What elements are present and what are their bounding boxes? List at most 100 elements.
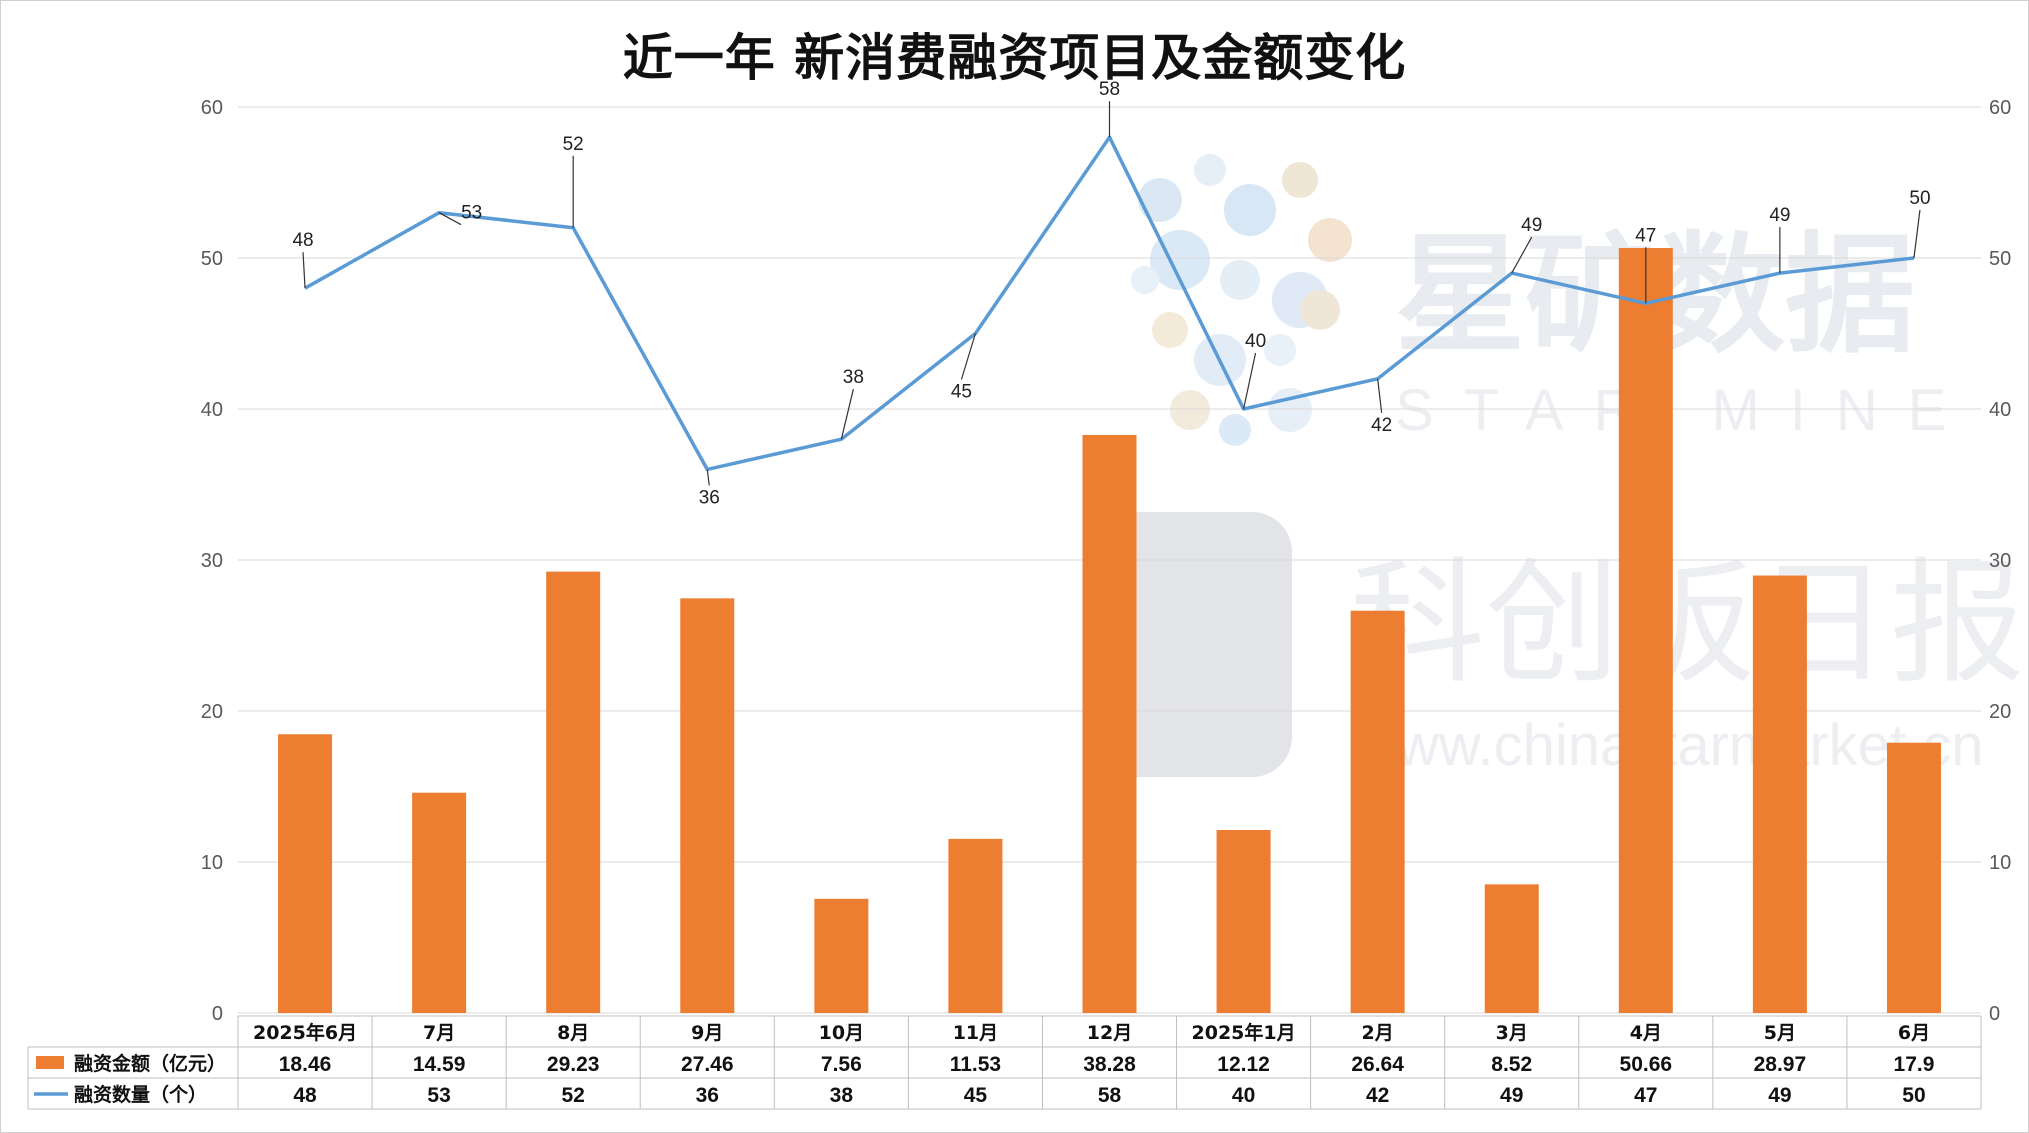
bar (948, 838, 1003, 1013)
watermark-dot (1282, 162, 1318, 198)
bar (1752, 575, 1807, 1013)
watermark-dot (1150, 230, 1210, 290)
table-value: 50 (1902, 1084, 1925, 1107)
watermark-dot (1308, 218, 1352, 262)
leader-line (438, 212, 462, 226)
table-value: 38.28 (1083, 1053, 1136, 1076)
table-category-label: 8月 (557, 1022, 589, 1044)
table-value: 40 (1232, 1084, 1255, 1107)
line-data-label: 58 (1099, 79, 1120, 100)
table-value: 14.59 (413, 1053, 466, 1076)
line-data-label: 45 (951, 382, 972, 403)
table-category-label: 7月 (423, 1022, 455, 1044)
line-data-label: 47 (1635, 225, 1656, 246)
table-value: 27.46 (681, 1053, 734, 1076)
table-value: 36 (696, 1084, 719, 1107)
table-value: 38 (830, 1084, 854, 1107)
leader-line (1377, 378, 1383, 413)
line-data-label: 49 (1769, 205, 1790, 226)
y2-axis-tick: 30 (1989, 550, 2011, 572)
table-value: 18.46 (279, 1053, 332, 1076)
table-value: 11.53 (950, 1053, 1001, 1076)
table-value: 26.64 (1351, 1053, 1404, 1076)
table-value: 58 (1098, 1084, 1122, 1107)
leader-line (1242, 352, 1257, 410)
data-table: 2025年6月 7月 8月 9月 10月 11月 12月 2025年1月 2月 3月 4月 5月 6月融… (27, 1015, 1982, 1110)
line-data-label: 50 (1909, 188, 1930, 209)
y2-axis-tick: 60 (1989, 97, 2011, 119)
leader-line (840, 389, 854, 440)
bar (412, 792, 467, 1013)
line-data-label: 40 (1245, 331, 1266, 352)
bar (1618, 248, 1673, 1013)
table-category-label: 4月 (1630, 1022, 1662, 1044)
watermark-dot (1131, 266, 1159, 294)
watermark-dot (1264, 334, 1296, 366)
bar-series (278, 248, 1941, 1013)
line-data-label: 36 (699, 487, 720, 508)
table-category-label: 5月 (1764, 1022, 1796, 1044)
table-value: 53 (427, 1084, 450, 1107)
watermark-dot (1194, 154, 1226, 186)
line-data-label: 38 (843, 367, 864, 388)
table-value: 29.23 (547, 1053, 600, 1076)
line-data-label: 52 (563, 134, 584, 155)
watermark-dot (1220, 260, 1260, 300)
bar (278, 734, 333, 1013)
y-axis-tick: 20 (201, 701, 223, 723)
table-value: 17.9 (1894, 1053, 1935, 1076)
y-axis-tick: 60 (201, 97, 223, 119)
chart-title: 近一年 新消费融资项目及金额变化 (622, 29, 1407, 87)
y-axis-tick: 40 (201, 399, 223, 421)
table-category-label: 2025年6月 (253, 1021, 357, 1044)
leader-line (706, 469, 710, 486)
legend-swatch-bar (36, 1056, 64, 1069)
bar (1082, 434, 1137, 1013)
table-category-label: 3月 (1496, 1022, 1528, 1044)
watermark-dot (1224, 184, 1276, 236)
watermark-brand-en: STAR MINE (1395, 378, 1977, 443)
watermark-site-cn: 科创板日报 (1350, 545, 2025, 702)
bar (1484, 884, 1539, 1013)
line-data-label: 42 (1371, 415, 1392, 436)
y-axis-tick: 30 (201, 550, 223, 572)
watermark-dot (1138, 178, 1182, 222)
table-value: 49 (1500, 1084, 1523, 1107)
table-value: 42 (1366, 1084, 1389, 1107)
table-value: 47 (1634, 1084, 1657, 1107)
line-series: 48 53 52 36 38 45 58 40 42 49 47 49 50 (292, 79, 1930, 508)
table-value: 49 (1768, 1084, 1791, 1107)
y2-axis-tick: 0 (1989, 1003, 2000, 1025)
leader-line (302, 252, 306, 289)
watermark-dot (1170, 390, 1210, 430)
watermark-dot (1268, 388, 1312, 432)
table-category-label: 10月 (819, 1022, 864, 1044)
y-axis-tick: 50 (201, 248, 223, 270)
leader-line (1511, 236, 1533, 274)
axis-ticks: 0 0 10 10 20 20 30 30 40 40 50 50 60 60 (201, 97, 2012, 1025)
bar (680, 598, 735, 1013)
table-value: 48 (293, 1084, 317, 1107)
y-axis-tick: 10 (201, 852, 223, 874)
watermark: 星矿数据STAR MINE科创板日报www.chinastarmarket.cn (1092, 154, 2025, 778)
table-value: 52 (562, 1084, 585, 1107)
table-category-label: 2025年1月 (1192, 1021, 1296, 1044)
watermark-dot (1219, 414, 1251, 446)
bar (1216, 829, 1271, 1013)
bar (546, 571, 601, 1013)
table-value: 12.12 (1217, 1053, 1270, 1076)
y2-axis-tick: 50 (1989, 248, 2011, 270)
watermark-dot (1152, 312, 1188, 348)
table-category-label: 9月 (691, 1022, 723, 1044)
y2-axis-tick: 10 (1989, 852, 2011, 874)
table-value: 7.56 (821, 1053, 862, 1076)
table-value: 45 (964, 1084, 988, 1107)
table-value: 8.52 (1491, 1053, 1532, 1076)
y2-axis-tick: 20 (1989, 701, 2011, 723)
line-data-label: 48 (292, 230, 313, 251)
leader-line (1913, 209, 1921, 259)
legend-series-name: 融资金额（亿元） (74, 1052, 226, 1075)
table-value: 28.97 (1754, 1053, 1807, 1076)
